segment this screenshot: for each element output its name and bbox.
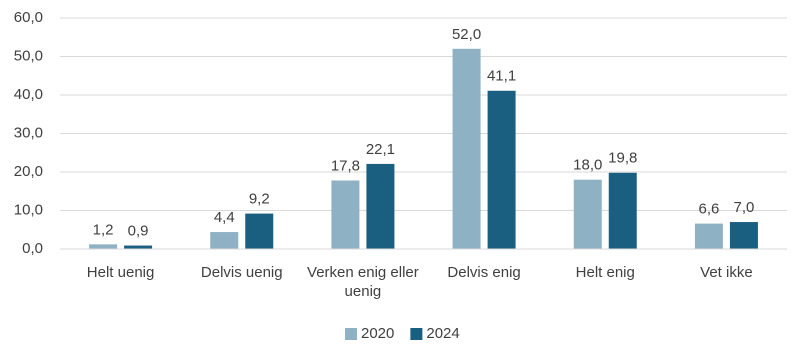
value-label: 22,1 [366, 141, 395, 158]
x-tick-label: Helt enig [575, 264, 635, 281]
x-tick-label: Delvis uenig [200, 264, 283, 281]
y-tick-label: 10,0 [14, 201, 43, 218]
bar [89, 244, 118, 249]
bar [608, 172, 637, 249]
legend-label: 2020 [361, 325, 394, 342]
value-label: 19,8 [608, 150, 637, 167]
y-tick-label: 30,0 [14, 124, 43, 141]
y-tick-label: 60,0 [14, 9, 43, 26]
value-label: 4,4 [214, 209, 235, 226]
legend-label: 2024 [426, 325, 459, 342]
legend-swatch [410, 328, 423, 340]
y-tick-label: 50,0 [14, 47, 43, 64]
bar [729, 222, 758, 249]
bar [245, 213, 274, 249]
value-label: 6,6 [698, 201, 719, 218]
y-tick-label: 40,0 [14, 86, 43, 103]
bar [210, 232, 239, 249]
bar [124, 245, 153, 249]
bar [573, 179, 602, 249]
legend-swatch [345, 328, 357, 340]
value-label: 17,8 [331, 157, 360, 174]
value-label: 52,0 [452, 26, 481, 43]
bar [487, 90, 516, 249]
bar [331, 180, 360, 249]
x-tick-label: Delvis enig [447, 264, 521, 281]
bar [366, 163, 395, 249]
x-tick-label: Helt uenig [86, 264, 155, 281]
value-label: 7,0 [733, 199, 754, 216]
bar [694, 223, 723, 249]
value-label: 1,2 [93, 221, 114, 238]
x-tick-label: Verken enig eller uenig [307, 264, 419, 300]
y-tick-label: 20,0 [14, 163, 43, 180]
value-label: 41,1 [487, 68, 516, 85]
value-label: 0,9 [128, 223, 149, 240]
y-tick-label: 0,0 [22, 240, 43, 257]
value-label: 9,2 [249, 191, 270, 208]
value-label: 18,0 [573, 157, 602, 174]
bar [452, 48, 481, 249]
x-tick-label: Vet ikke [700, 264, 753, 281]
